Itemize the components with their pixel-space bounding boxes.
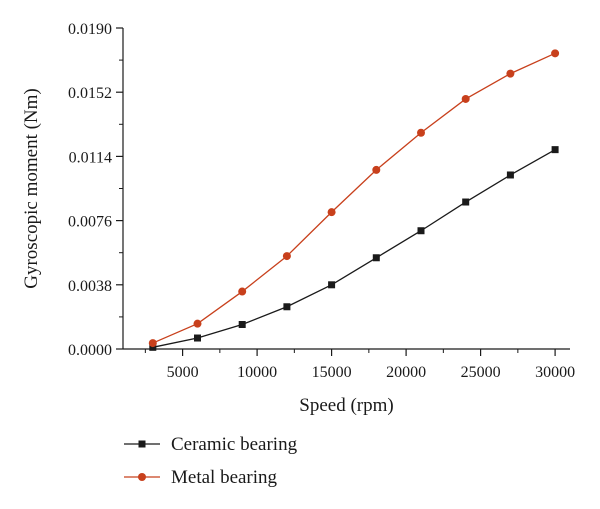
legend-label-metal: Metal bearing bbox=[171, 467, 278, 488]
data-point-ceramic bbox=[372, 254, 380, 262]
x-tick-label: 25000 bbox=[461, 364, 501, 381]
x-axis-ticks: 5000 10000 15000 20000 25000 30000 bbox=[144, 349, 575, 381]
x-tick-label: 20000 bbox=[386, 364, 426, 381]
y-axis-ticks: 0.0000 0.0038 0.0076 0.0114 0.0152 0.0190 bbox=[68, 21, 123, 359]
x-tick-label: 10000 bbox=[237, 364, 277, 381]
data-point-metal bbox=[461, 94, 470, 103]
series-line-ceramic bbox=[152, 149, 556, 348]
y-tick-label: 0.0076 bbox=[68, 214, 112, 231]
y-tick-label: 0.0038 bbox=[68, 278, 112, 295]
axes bbox=[122, 28, 570, 350]
data-point-ceramic bbox=[194, 334, 201, 342]
legend-marker-metal bbox=[138, 473, 146, 481]
data-point-ceramic bbox=[551, 146, 559, 154]
data-point-ceramic bbox=[283, 303, 291, 311]
data-point-metal bbox=[148, 339, 157, 348]
data-point-metal bbox=[282, 252, 291, 261]
legend: Ceramic bearing Metal bearing bbox=[124, 434, 298, 488]
x-tick-label: 5000 bbox=[167, 364, 199, 381]
y-axis-title: Gyroscopic moment (Nm) bbox=[21, 88, 42, 289]
data-point-ceramic bbox=[238, 321, 246, 329]
data-point-ceramic bbox=[417, 227, 425, 235]
data-point-ceramic bbox=[462, 198, 470, 206]
y-tick-label: 0.0190 bbox=[68, 21, 112, 38]
legend-marker-ceramic bbox=[138, 440, 146, 448]
data-point-ceramic bbox=[506, 171, 514, 179]
x-axis-title: Speed (rpm) bbox=[299, 395, 393, 416]
data-point-metal bbox=[506, 69, 515, 78]
series-layer bbox=[148, 49, 560, 351]
data-point-metal bbox=[372, 165, 381, 174]
legend-item-metal: Metal bearing bbox=[124, 467, 278, 488]
data-point-ceramic bbox=[328, 281, 336, 289]
x-tick-label: 30000 bbox=[535, 364, 575, 381]
data-point-metal bbox=[193, 319, 202, 328]
x-tick-label: 15000 bbox=[312, 364, 352, 381]
y-tick-label: 0.0000 bbox=[68, 342, 112, 359]
y-tick-label: 0.0152 bbox=[68, 85, 112, 102]
y-tick-label: 0.0114 bbox=[69, 149, 112, 166]
data-point-metal bbox=[417, 128, 425, 137]
series-line-metal bbox=[152, 52, 556, 344]
data-point-metal bbox=[327, 208, 336, 217]
data-point-ceramic bbox=[149, 343, 157, 351]
legend-label-ceramic: Ceramic bearing bbox=[171, 434, 298, 455]
data-point-metal bbox=[238, 287, 247, 296]
legend-item-ceramic: Ceramic bearing bbox=[124, 434, 298, 455]
data-point-metal bbox=[551, 49, 560, 58]
